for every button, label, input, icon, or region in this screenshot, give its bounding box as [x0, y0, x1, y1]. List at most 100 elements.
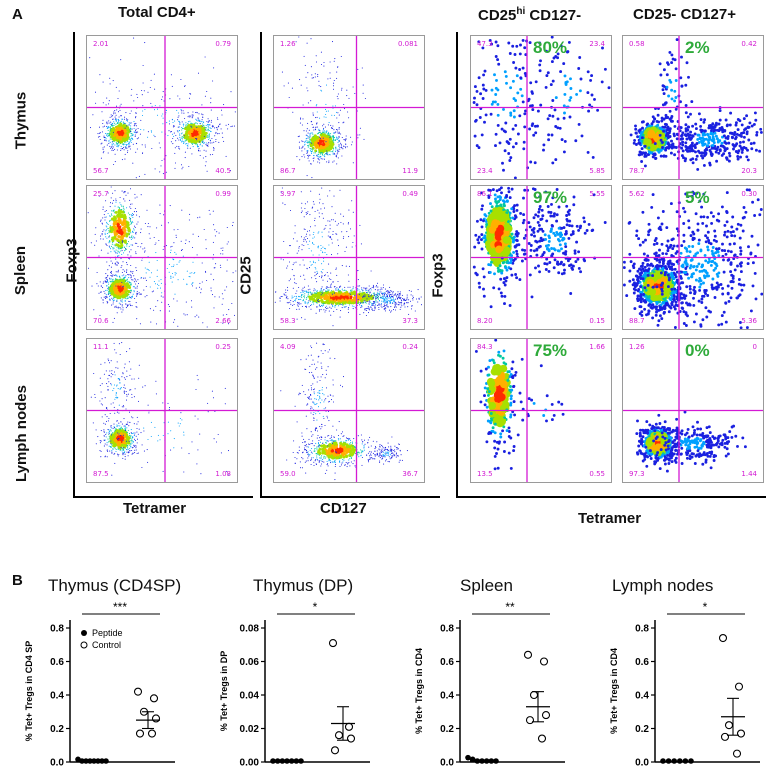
event-dot — [410, 308, 413, 310]
event-dot — [313, 290, 315, 292]
event-dot — [342, 145, 345, 147]
event-dot — [380, 287, 382, 289]
event-dot — [382, 293, 384, 295]
event-dot — [230, 126, 232, 128]
event-dot — [108, 381, 110, 383]
event-dot — [106, 135, 108, 137]
event-dot — [377, 295, 379, 297]
event-dot — [118, 453, 120, 456]
event-dot — [104, 277, 106, 279]
event-dot — [370, 287, 372, 290]
event-dot — [309, 291, 311, 293]
event-dot — [336, 224, 338, 226]
event-dot — [333, 286, 335, 288]
event-dot — [304, 203, 306, 205]
event-dot — [136, 242, 138, 244]
event-dot — [399, 302, 401, 304]
event-dot — [124, 426, 126, 428]
axis-label-cd25: CD25 — [237, 255, 255, 295]
event-dot — [135, 449, 137, 451]
event-dot — [115, 252, 117, 254]
event-dot — [380, 444, 383, 446]
axis-frame-mid-vertical — [260, 32, 262, 497]
event-dot — [292, 301, 294, 303]
event-dot — [312, 157, 314, 159]
event-dot — [121, 286, 124, 290]
event-dot — [117, 271, 119, 273]
event-dot — [113, 121, 115, 123]
event-dot — [351, 141, 353, 143]
event-dot — [325, 103, 327, 105]
event-dot — [201, 262, 203, 264]
event-dot — [122, 373, 124, 375]
event-dot — [308, 156, 310, 158]
event-dot — [325, 116, 327, 118]
event-dot — [323, 309, 325, 311]
event-dot — [368, 309, 371, 311]
event-dot — [324, 439, 326, 441]
event-dot — [132, 271, 134, 273]
event-dot — [212, 397, 215, 399]
quadrant-value: 11.1 — [93, 343, 109, 351]
event-dot — [330, 254, 333, 256]
event-dot — [131, 305, 133, 307]
event-dot — [161, 131, 163, 133]
event-dot — [113, 299, 115, 301]
event-dot — [124, 116, 126, 118]
event-dot — [347, 311, 350, 313]
quadrant-value: 70.6 — [93, 317, 109, 325]
event-dot — [325, 287, 327, 289]
event-dot — [406, 302, 408, 304]
event-dot — [195, 139, 199, 143]
event-dot — [351, 301, 355, 305]
event-dot — [107, 281, 109, 283]
event-dot — [190, 122, 192, 124]
event-dot — [292, 296, 294, 298]
event-dot — [104, 456, 106, 458]
event-dot — [111, 282, 115, 286]
event-dot — [110, 376, 112, 378]
event-dot — [87, 267, 90, 269]
event-dot — [173, 264, 175, 266]
event-dot — [325, 151, 327, 153]
event-dot — [111, 452, 113, 454]
event-dot — [318, 139, 322, 143]
event-dot — [326, 137, 330, 141]
event-dot — [126, 245, 128, 247]
event-dot — [230, 91, 232, 93]
event-dot — [321, 149, 325, 152]
event-dot — [315, 302, 317, 304]
event-dot — [131, 279, 133, 281]
event-dot — [87, 212, 89, 214]
event-dot — [338, 139, 340, 141]
event-dot — [183, 112, 185, 114]
event-dot — [135, 306, 137, 308]
event-dot — [109, 299, 111, 301]
event-dot — [347, 286, 349, 288]
event-dot — [314, 152, 316, 154]
event-dot — [183, 431, 185, 433]
event-dot — [392, 292, 394, 294]
event-dot — [130, 432, 132, 434]
event-dot — [333, 114, 335, 116]
event-dot — [199, 433, 201, 435]
event-dot — [357, 137, 359, 139]
event-dot — [147, 131, 149, 133]
event-dot — [326, 132, 328, 134]
event-dot — [296, 318, 298, 320]
event-dot — [337, 152, 339, 154]
event-dot — [318, 259, 320, 261]
event-dot — [304, 148, 306, 150]
event-dot — [196, 123, 198, 125]
event-dot — [104, 443, 106, 445]
event-dot — [334, 212, 336, 214]
event-dot — [106, 97, 108, 99]
event-dot — [200, 143, 202, 145]
event-dot — [181, 128, 184, 130]
event-dot — [123, 208, 125, 210]
event-dot — [123, 129, 127, 133]
event-dot — [128, 258, 131, 260]
event-dot — [339, 290, 342, 292]
event-dot — [109, 240, 111, 242]
event-dot — [123, 446, 125, 449]
